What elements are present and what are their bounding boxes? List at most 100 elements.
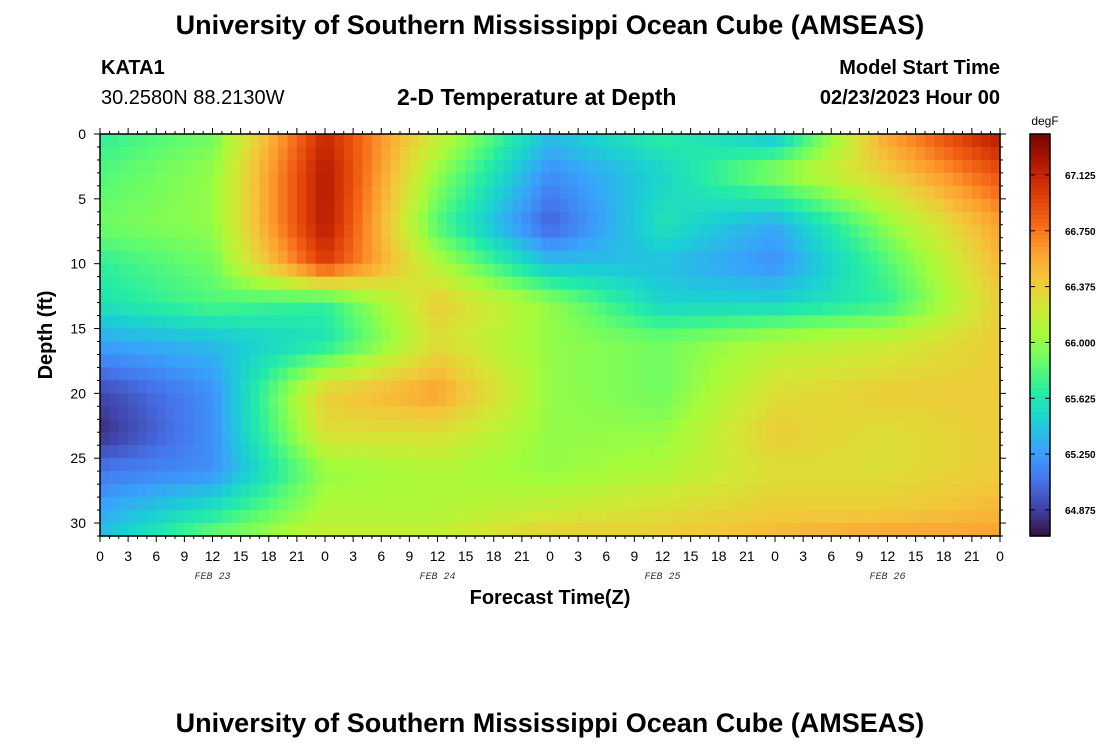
colorbar-swatch <box>1030 439 1050 445</box>
day-label: FEB 26 <box>869 572 905 583</box>
heat-cell <box>953 484 964 498</box>
heat-cell <box>512 146 523 161</box>
heat-cell <box>934 302 945 317</box>
heat-cell <box>334 237 345 252</box>
heat-cell <box>193 458 204 472</box>
heat-cell <box>493 510 504 524</box>
heat-cell <box>296 198 307 213</box>
heat-cell <box>615 406 626 420</box>
heat-cell <box>315 471 326 485</box>
heat-cell <box>850 523 860 537</box>
heat-cell <box>662 289 673 304</box>
heat-cell <box>606 146 617 161</box>
heat-cell <box>446 367 457 381</box>
heat-cell <box>915 406 926 420</box>
heat-cell <box>287 134 298 148</box>
heat-cell <box>325 172 335 187</box>
heat-cell <box>653 432 664 446</box>
heat-cell <box>587 497 598 511</box>
heat-cell <box>221 302 232 317</box>
heat-cell <box>306 289 317 304</box>
heat-cell <box>531 250 542 265</box>
heat-cell <box>184 276 195 291</box>
heat-cell <box>653 393 664 407</box>
heat-cell <box>868 445 879 459</box>
heat-cell <box>568 367 579 381</box>
heat-cell <box>606 289 617 304</box>
heat-cell <box>278 393 289 407</box>
heat-cell <box>606 250 617 265</box>
heat-cell <box>728 224 739 239</box>
heat-cell <box>240 276 251 291</box>
heat-cell <box>831 146 842 161</box>
heat-cell <box>306 276 317 291</box>
heat-cell <box>521 471 532 485</box>
heat-cell <box>259 393 270 407</box>
heat-cell <box>325 185 335 200</box>
heat-cell <box>596 510 607 524</box>
heat-cell <box>971 263 982 278</box>
heat-cell <box>540 276 551 291</box>
heat-cell <box>400 419 410 433</box>
heat-cell <box>221 198 232 213</box>
heat-cell <box>784 471 795 485</box>
heat-cell <box>831 328 842 343</box>
heat-cell <box>878 497 889 511</box>
heat-cell <box>418 328 429 343</box>
heat-cell <box>953 146 964 161</box>
heat-cell <box>775 263 785 278</box>
heat-cell <box>756 419 767 433</box>
heat-cell <box>156 289 167 304</box>
colorbar-swatch <box>1030 487 1050 493</box>
heat-cell <box>803 134 814 148</box>
heat-cell <box>700 211 710 226</box>
heat-cell <box>850 211 860 226</box>
heat-cell <box>737 484 748 498</box>
x-tick-label: 21 <box>739 548 755 564</box>
heat-cell <box>362 380 373 394</box>
heat-cell <box>943 393 954 407</box>
heat-cell <box>728 419 739 433</box>
heat-cell <box>718 159 729 174</box>
heat-cell <box>943 224 954 239</box>
heat-cell <box>671 367 682 381</box>
heat-cell <box>456 406 467 420</box>
heat-cell <box>259 510 270 524</box>
heat-cell <box>203 419 214 433</box>
heat-cell <box>990 302 1001 317</box>
heat-cell <box>512 367 523 381</box>
heat-cell <box>287 497 298 511</box>
heat-cell <box>728 302 739 317</box>
heat-cell <box>278 134 289 148</box>
heat-cell <box>418 172 429 187</box>
heat-cell <box>831 380 842 394</box>
heat-cell <box>690 263 701 278</box>
heat-cell <box>231 198 242 213</box>
colorbar-swatch <box>1030 455 1050 461</box>
heat-cell <box>531 484 542 498</box>
heat-cell <box>803 198 814 213</box>
heat-cell <box>428 263 439 278</box>
heat-cell <box>793 510 804 524</box>
heat-cell <box>418 250 429 265</box>
heat-cell <box>775 250 785 265</box>
heat-cell <box>625 419 635 433</box>
heat-cell <box>193 419 204 433</box>
heat-cell <box>184 419 195 433</box>
heat-cell <box>615 510 626 524</box>
heat-cell <box>793 276 804 291</box>
colorbar-swatch <box>1030 306 1050 312</box>
heat-cell <box>718 354 729 369</box>
heat-cell <box>690 497 701 511</box>
heat-cell <box>746 237 757 252</box>
heat-cell <box>840 185 851 200</box>
heat-cell <box>812 211 823 226</box>
heat-cell <box>428 276 439 291</box>
heat-cell <box>596 471 607 485</box>
heat-cell <box>578 172 589 187</box>
heat-cell <box>221 432 232 446</box>
heat-cell <box>775 146 785 161</box>
x-tick-label: 12 <box>655 548 671 564</box>
colorbar-swatch <box>1030 182 1050 187</box>
heat-cell <box>718 471 729 485</box>
